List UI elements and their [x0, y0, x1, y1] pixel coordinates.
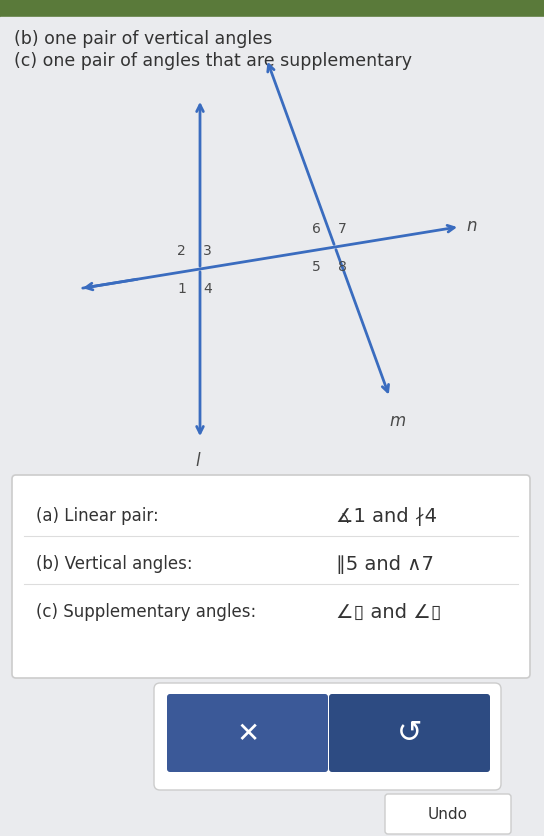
Text: (b) Vertical angles:: (b) Vertical angles:: [36, 554, 193, 573]
Text: 4: 4: [203, 282, 212, 296]
Text: ✕: ✕: [237, 719, 259, 747]
Text: 8: 8: [338, 260, 347, 273]
FancyBboxPatch shape: [329, 694, 490, 772]
Text: 7: 7: [338, 222, 347, 236]
Text: 3: 3: [203, 244, 212, 257]
Text: ∡1 and ∤4: ∡1 and ∤4: [336, 507, 437, 525]
Text: 6: 6: [312, 222, 321, 236]
FancyBboxPatch shape: [385, 794, 511, 834]
Text: (c) one pair of angles that are supplementary: (c) one pair of angles that are suppleme…: [14, 52, 412, 70]
Text: (c) Supplementary angles:: (c) Supplementary angles:: [36, 602, 256, 620]
Text: l: l: [196, 451, 200, 470]
Text: 1: 1: [177, 282, 186, 296]
FancyBboxPatch shape: [12, 476, 530, 678]
Text: 2: 2: [177, 244, 186, 257]
Text: Undo: Undo: [428, 807, 468, 822]
Text: ∥5 and ∧7: ∥5 and ∧7: [336, 554, 434, 573]
FancyBboxPatch shape: [167, 694, 328, 772]
Text: m: m: [390, 412, 406, 430]
Bar: [0, 0, 544, 18]
Text: n: n: [466, 217, 477, 234]
Text: ↺: ↺: [397, 719, 423, 747]
Text: (b) one pair of vertical angles: (b) one pair of vertical angles: [14, 30, 272, 48]
FancyBboxPatch shape: [154, 683, 501, 790]
Text: 5: 5: [312, 260, 321, 273]
Text: ∠▯ and ∠▯: ∠▯ and ∠▯: [336, 602, 442, 621]
Text: (a) Linear pair:: (a) Linear pair:: [36, 507, 159, 524]
